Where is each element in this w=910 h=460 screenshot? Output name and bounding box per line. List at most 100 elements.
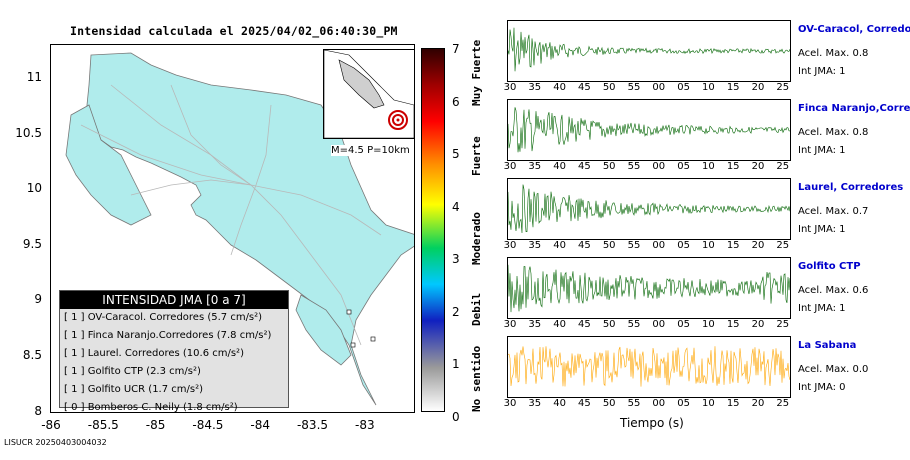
time-tick: 45 [578,319,591,330]
map-lat-tick: 10 [26,181,42,196]
waveform-panel [507,257,791,319]
station-name: La Sabana [798,340,857,351]
time-tick: 35 [528,82,542,93]
time-tick: 40 [553,161,566,172]
legend-station-row: [ 1 ] Golfito UCR (1.7 cm/s²) [64,384,204,395]
time-tick: 35 [528,161,542,172]
time-tick: 20 [751,398,765,409]
time-tick: 05 [677,161,690,172]
waveform-panel [507,20,791,82]
time-tick: 10 [702,319,715,330]
colorbar-tick: 6 [452,94,460,109]
acceleration-series [508,27,790,72]
acceleration-series [508,107,790,153]
nicoya-peninsula [65,104,152,226]
time-tick: 50 [602,240,616,251]
legend-station-row: [ 1 ] Laurel. Corredores (10.6 cm/s²) [64,348,244,359]
station-max-acceleration: Acel. Max. 0.8 [798,48,869,59]
time-tick: 45 [578,161,591,172]
waveform-panel [507,99,791,161]
map-lat-tick: 8 [34,403,42,418]
time-tick: 10 [702,161,715,172]
legend-station-row: [ 0 ] Bomberos C. Neily (1.8 cm/s²) [64,402,238,413]
time-axis-ticks: 30 35 40 45 50 55 00 05 10 15 20 25 [503,82,797,94]
station-name: Finca Naranjo,Corredores [798,103,910,114]
time-axis-label: Tiempo (s) [620,416,684,430]
time-tick: 45 [578,240,591,251]
time-axis-ticks: 30 35 40 45 50 55 00 05 10 15 20 25 [503,240,797,252]
time-tick: 05 [677,240,690,251]
map-lon-tick: -83 [354,418,375,432]
locator-inset [323,49,414,139]
map-lon-tick: -85 [145,418,166,432]
time-tick: 15 [726,82,740,93]
time-tick: 55 [627,398,641,409]
time-tick: 10 [702,82,715,93]
event-parameters: M=4.5 P=10km [331,145,410,156]
time-tick: 00 [652,240,666,251]
time-tick: 20 [751,161,765,172]
acceleration-series [508,264,790,313]
time-tick: 40 [553,240,566,251]
map-lat-tick: 11 [26,70,42,84]
time-tick: 55 [627,240,641,251]
colorbar-category-label: No sentido [470,345,483,412]
colorbar-category-label: Moderado [470,212,483,265]
time-tick: 25 [776,319,790,330]
time-tick: 25 [776,398,790,409]
station-max-acceleration: Acel. Max. 0.7 [798,206,869,217]
time-tick: 05 [677,319,690,330]
time-tick: 50 [602,161,616,172]
waveform-trace [508,346,790,387]
map-lat-tick: 8.5 [22,348,42,362]
map-lon-tick: -84 [250,418,270,432]
legend-station-row: [ 1 ] Golfito CTP (2.3 cm/s²) [64,366,201,377]
time-tick: 40 [553,82,566,93]
time-tick: 25 [776,240,790,251]
station-jma-intensity: Int JMA: 1 [798,66,846,77]
map-lat-tick: 10.5 [15,125,42,140]
time-tick: 35 [528,240,542,251]
time-tick: 15 [726,319,740,330]
map-lat-tick: 9.5 [22,236,42,251]
costa-rica-map [65,52,414,406]
waveform-trace [508,264,790,313]
waveform-trace [508,107,790,153]
time-tick: 30 [503,82,517,93]
acceleration-series [508,346,790,387]
map-lon-tick: -86 [41,418,61,432]
legend-title: INTENSIDAD JMA [0 a 7] [60,291,288,309]
time-tick: 55 [627,319,641,330]
time-tick: 00 [652,82,666,93]
map-title: Intensidad calculada el 2025/04/02_06:40… [70,24,398,38]
time-tick: 05 [677,82,690,93]
intensity-legend: INTENSIDAD JMA [0 a 7] [ 1 ] OV-Caracol.… [59,290,289,412]
time-tick: 25 [776,161,790,172]
time-tick: 50 [602,398,616,409]
time-tick: 45 [578,398,591,409]
colorbar-tick: 2 [452,304,460,319]
time-tick: 20 [751,240,765,251]
legend-station-row: [ 1 ] Finca Naranjo.Corredores (7.8 cm/s… [64,330,272,341]
acceleration-series [508,184,790,234]
station-name: OV-Caracol, Corredores [798,24,910,35]
station-jma-intensity: Int JMA: 1 [798,145,846,156]
map-lat-tick: 9 [34,292,42,307]
time-tick: 00 [652,319,666,330]
time-tick: 55 [627,82,641,93]
time-tick: 35 [528,319,542,330]
roads [80,84,382,346]
time-axis-ticks: 30 35 40 45 50 55 00 05 10 15 20 25 [504,161,797,173]
colorbar-tick: 4 [452,199,460,214]
time-tick: 15 [726,240,740,251]
footer-id: LISUCR 20250403004032 [4,438,107,447]
colorbar-category-label: Fuerte [470,136,483,176]
waveform-trace [508,184,790,234]
station-jma-intensity: Int JMA: 0 [798,382,846,393]
time-axis-ticks: 30 35 40 45 50 55 00 05 10 15 20 25 [504,398,797,410]
colorbar-tick: 0 [452,409,460,424]
time-tick: 10 [702,240,715,251]
map-lon-tick: -83.5 [296,418,329,432]
time-tick: 30 [503,240,517,251]
stations [346,309,376,348]
